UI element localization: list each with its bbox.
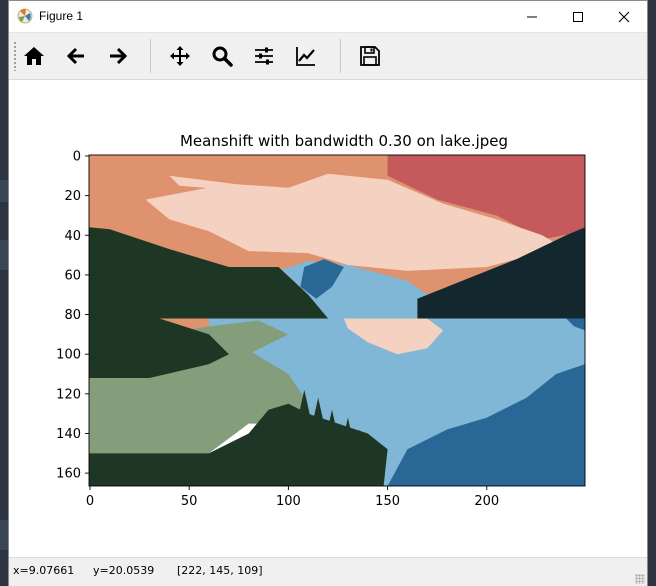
- region-red-sky: [387, 155, 585, 240]
- tree-8: [347, 429, 372, 486]
- back-button[interactable]: [59, 39, 93, 73]
- toolbar-separator: [340, 39, 341, 73]
- y-tick-label: 0: [73, 149, 81, 164]
- y-tick-label: 120: [56, 387, 81, 402]
- region-lake-deep: [387, 364, 585, 486]
- region-pink-cloud: [169, 175, 249, 190]
- region-dark-forest: [89, 227, 329, 319]
- magnifier-icon: [212, 46, 233, 67]
- close-button[interactable]: [601, 1, 647, 32]
- figure-window: Figure 1: [8, 0, 648, 586]
- cursor-x-readout: x=9.07661: [13, 564, 75, 577]
- region-sage-strip: [159, 320, 289, 355]
- subplots-button[interactable]: [247, 39, 281, 73]
- y-tick-label: 60: [64, 268, 81, 283]
- y-axis: 0 20 40 60 80 100 120 140 160: [56, 149, 89, 482]
- x-axis: 0 50 100 150 200: [86, 486, 499, 509]
- navigation-toolbar: [9, 33, 647, 80]
- x-tick-label: 200: [474, 494, 499, 509]
- x-tick-label: 100: [276, 494, 301, 509]
- minimize-icon: [527, 16, 537, 18]
- status-bar: x=9.07661 y=20.0539 [222, 145, 109]: [9, 557, 647, 586]
- region-mountain-shadow: [300, 259, 344, 299]
- forward-button[interactable]: [101, 39, 135, 73]
- pixel-value-readout: [222, 145, 109]: [177, 564, 263, 577]
- close-icon: [618, 11, 630, 23]
- minimize-button[interactable]: [509, 1, 555, 32]
- title-bar[interactable]: Figure 1: [9, 1, 647, 33]
- y-tick-label: 100: [56, 348, 81, 363]
- segmented-image[interactable]: [89, 155, 585, 486]
- region-cloud-reflection: [343, 318, 444, 355]
- home-button[interactable]: [17, 39, 51, 73]
- region-lake-deep-edge: [566, 318, 585, 331]
- arrow-left-icon: [66, 47, 84, 65]
- maximize-icon: [573, 12, 583, 22]
- save-button[interactable]: [353, 39, 387, 73]
- line-chart-icon: [296, 47, 315, 66]
- toolbar-separator: [150, 39, 151, 73]
- y-tick-label: 160: [56, 467, 81, 482]
- y-tick-label: 80: [64, 308, 81, 323]
- pan-button[interactable]: [163, 39, 197, 73]
- tree-7: [266, 429, 291, 486]
- sliders-icon: [255, 47, 273, 65]
- region-near-forest: [89, 318, 229, 378]
- arrow-right-icon: [110, 47, 128, 65]
- y-tick-label: 20: [64, 189, 81, 204]
- x-tick-label: 150: [375, 494, 400, 509]
- figure-canvas[interactable]: Meanshift with bandwidth 0.30 on lake.jp…: [9, 80, 647, 557]
- y-tick-label: 140: [56, 427, 81, 442]
- region-dark-slate: [417, 227, 585, 319]
- resize-grip[interactable]: [635, 574, 645, 584]
- move-icon: [170, 46, 190, 66]
- x-tick-label: 50: [181, 494, 198, 509]
- cursor-y-readout: y=20.0539: [93, 564, 155, 577]
- floppy-disk-icon: [360, 46, 380, 66]
- window-title: Figure 1: [39, 9, 84, 23]
- y-tick-label: 40: [64, 229, 81, 244]
- home-icon: [24, 47, 44, 65]
- edit-axes-button[interactable]: [289, 39, 323, 73]
- meanshift-figure: Meanshift with bandwidth 0.30 on lake.jp…: [56, 132, 586, 509]
- chart-title: Meanshift with bandwidth 0.30 on lake.jp…: [180, 132, 508, 150]
- axes-frame: [88, 154, 586, 487]
- zoom-button[interactable]: [205, 39, 239, 73]
- tree-4: [320, 409, 344, 486]
- region-sage-shore: [89, 344, 309, 454]
- x-tick-label: 0: [86, 494, 94, 509]
- toolbar-grip[interactable]: [13, 41, 17, 71]
- matplotlib-icon: [17, 8, 33, 24]
- maximize-button[interactable]: [555, 1, 601, 32]
- region-pink-cloud: [145, 173, 563, 271]
